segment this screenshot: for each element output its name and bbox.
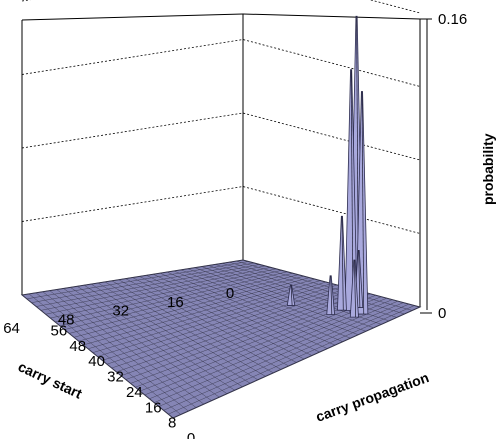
y-tick-label: 8 bbox=[168, 415, 176, 432]
axis-lines bbox=[420, 18, 432, 314]
surface-peak-ridge bbox=[290, 285, 293, 306]
surface-peak-ridge bbox=[358, 250, 361, 308]
surface-peak-ridge bbox=[341, 216, 344, 311]
surface-peaks bbox=[286, 15, 369, 318]
mesh-line-start-26 bbox=[63, 288, 220, 398]
mesh-line-prop-19 bbox=[83, 278, 315, 346]
mesh-line-prop-27 bbox=[45, 267, 271, 315]
y-tick-label: 56 bbox=[51, 322, 68, 339]
mesh-line-start-21 bbox=[97, 282, 259, 381]
mesh-line-start-29 bbox=[42, 291, 197, 408]
y-tick-label: 32 bbox=[107, 369, 124, 386]
x-tick-label: 32 bbox=[112, 303, 129, 320]
mesh-line-prop-22 bbox=[69, 274, 299, 334]
y-tick-label: 40 bbox=[88, 353, 105, 370]
mesh-line-prop-31 bbox=[26, 261, 249, 300]
mesh-line-prop-24 bbox=[59, 271, 288, 326]
z-tick-label: 0.16 bbox=[438, 11, 467, 28]
mesh-line-prop-30 bbox=[31, 262, 255, 303]
surface-peak bbox=[286, 284, 296, 306]
z-tick-label: 0 bbox=[438, 305, 446, 322]
surface-peak-ridge bbox=[354, 260, 356, 318]
y-tick-label: 48 bbox=[69, 338, 86, 355]
y-tick-label: 16 bbox=[145, 399, 162, 416]
surface-peak-ridge bbox=[361, 91, 365, 315]
x-axis-title: carry start bbox=[16, 358, 85, 402]
y-axis-title: carry propagation bbox=[314, 369, 431, 425]
mesh-line-start-17 bbox=[125, 278, 289, 367]
wall-top-edge-right bbox=[242, 13, 421, 20]
surface-floor bbox=[20, 259, 422, 419]
mesh-line-prop-29 bbox=[36, 264, 260, 307]
mesh-line-start-32 bbox=[21, 294, 174, 419]
mesh-line-prop-32 bbox=[21, 259, 244, 296]
surface-peak-ridge bbox=[330, 275, 333, 315]
mesh-line-prop-26 bbox=[50, 268, 277, 319]
mesh-line-prop-28 bbox=[40, 265, 266, 311]
mesh-line-start-30 bbox=[35, 292, 189, 412]
mesh-line-prop-17 bbox=[92, 281, 327, 353]
mesh-line-start-25 bbox=[70, 287, 228, 394]
mesh-line-start-19 bbox=[111, 280, 274, 374]
mesh-line-start-20 bbox=[104, 281, 266, 377]
mesh-line-start-22 bbox=[90, 283, 251, 384]
chart-walls bbox=[21, 13, 421, 307]
mesh-line-prop-25 bbox=[54, 270, 282, 323]
x-tick-label: 16 bbox=[167, 294, 184, 311]
x-tick-label: 48 bbox=[58, 311, 75, 328]
surface-peak bbox=[337, 215, 347, 311]
y-tick-label: 24 bbox=[126, 384, 143, 401]
wall-top-edge-left bbox=[21, 13, 244, 21]
z-gridline-2 bbox=[21, 39, 421, 87]
mesh-line-start-23 bbox=[84, 284, 243, 387]
surface-peak bbox=[326, 275, 335, 315]
x-tick-label: 64 bbox=[3, 320, 20, 337]
mesh-line-start-18 bbox=[118, 279, 282, 370]
mesh-line-start-24 bbox=[77, 286, 235, 391]
mesh-line-start-28 bbox=[49, 290, 205, 405]
surface-peak-ridge bbox=[350, 69, 354, 311]
mesh-line-prop-23 bbox=[64, 273, 293, 330]
y-tick-label: 0 bbox=[187, 430, 195, 439]
surface-peak bbox=[349, 259, 359, 318]
z-axis-title: probability bbox=[480, 133, 496, 205]
mesh-line-prop-18 bbox=[87, 280, 321, 350]
z-gridline-3 bbox=[21, 0, 421, 14]
mesh-line-start-27 bbox=[56, 289, 212, 401]
mesh-line-prop-20 bbox=[78, 277, 310, 342]
mesh-line-prop-21 bbox=[73, 275, 304, 338]
x-tick-label: 0 bbox=[226, 285, 234, 302]
mesh-line-start-31 bbox=[28, 293, 181, 415]
